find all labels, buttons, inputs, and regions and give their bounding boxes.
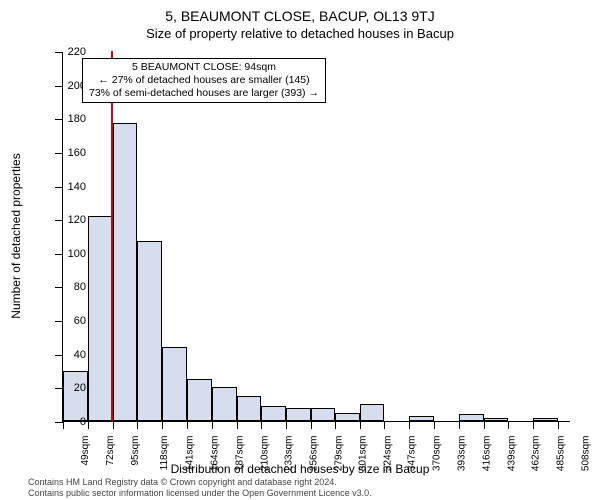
x-axis-label: Distribution of detached houses by size …	[0, 462, 600, 476]
histogram-bar	[63, 371, 88, 421]
y-tick-label: 140	[56, 181, 86, 193]
chart-title: Size of property relative to detached ho…	[0, 24, 600, 41]
histogram-bar	[484, 418, 509, 421]
x-tick	[508, 421, 509, 429]
y-tick-label: 60	[56, 315, 86, 327]
x-tick	[137, 421, 138, 429]
histogram-bar	[261, 406, 286, 421]
histogram-bar	[162, 347, 187, 421]
x-tick-label: 95sqm	[130, 436, 141, 466]
footer: Contains HM Land Registry data © Crown c…	[28, 477, 372, 498]
histogram-bar	[459, 414, 484, 421]
property-marker-line	[111, 51, 113, 421]
histogram-bar	[187, 379, 212, 421]
x-tick	[434, 421, 435, 429]
histogram-bar	[88, 216, 113, 421]
footer-line2: Contains public sector information licen…	[28, 488, 372, 498]
y-tick-label: 20	[56, 382, 86, 394]
histogram-bar	[286, 408, 311, 421]
address-title: 5, BEAUMONT CLOSE, BACUP, OL13 9TJ	[0, 0, 600, 24]
annotation-line1: 5 BEAUMONT CLOSE: 94sqm	[89, 61, 319, 74]
x-tick	[286, 421, 287, 429]
histogram-bar	[533, 418, 558, 421]
y-tick-label: 100	[56, 248, 86, 260]
figure: 5, BEAUMONT CLOSE, BACUP, OL13 9TJ Size …	[0, 0, 600, 500]
x-tick	[484, 421, 485, 429]
x-tick	[459, 421, 460, 429]
x-tick	[212, 421, 213, 429]
histogram-bar	[212, 387, 237, 421]
plot-region: 49sqm72sqm95sqm118sqm141sqm164sqm187sqm2…	[62, 52, 570, 422]
x-tick	[237, 421, 238, 429]
y-tick-label: 0	[56, 416, 86, 428]
x-tick	[384, 421, 385, 429]
annotation-box: 5 BEAUMONT CLOSE: 94sqm ← 27% of detache…	[82, 58, 326, 103]
x-tick	[187, 421, 188, 429]
x-tick	[113, 421, 114, 429]
histogram-bar	[113, 123, 138, 421]
histogram-bar	[311, 408, 335, 421]
x-tick	[261, 421, 262, 429]
x-tick	[162, 421, 163, 429]
annotation-line3: 73% of semi-detached houses are larger (…	[89, 87, 319, 100]
x-tick	[335, 421, 336, 429]
y-tick-label: 160	[56, 147, 86, 159]
y-tick-label: 120	[56, 214, 86, 226]
chart-area: 49sqm72sqm95sqm118sqm141sqm164sqm187sqm2…	[62, 52, 570, 422]
y-axis-label: Number of detached properties	[9, 153, 23, 318]
y-tick-label: 40	[56, 349, 86, 361]
x-tick	[409, 421, 410, 429]
annotation-line2: ← 27% of detached houses are smaller (14…	[89, 74, 319, 87]
histogram-bar	[137, 241, 162, 421]
y-tick-label: 180	[56, 113, 86, 125]
x-tick-label: 49sqm	[80, 436, 91, 466]
histogram-bar	[335, 413, 360, 421]
footer-line1: Contains HM Land Registry data © Crown c…	[28, 477, 372, 487]
x-tick	[558, 421, 559, 429]
histogram-bar	[360, 404, 385, 421]
x-tick	[88, 421, 89, 429]
y-tick-label: 220	[56, 46, 86, 58]
histogram-bar	[237, 396, 262, 421]
y-tick-label: 80	[56, 281, 86, 293]
histogram-bar	[409, 416, 434, 421]
x-tick-label: 72sqm	[105, 436, 116, 466]
x-tick	[311, 421, 312, 429]
x-tick	[360, 421, 361, 429]
x-tick	[533, 421, 534, 429]
